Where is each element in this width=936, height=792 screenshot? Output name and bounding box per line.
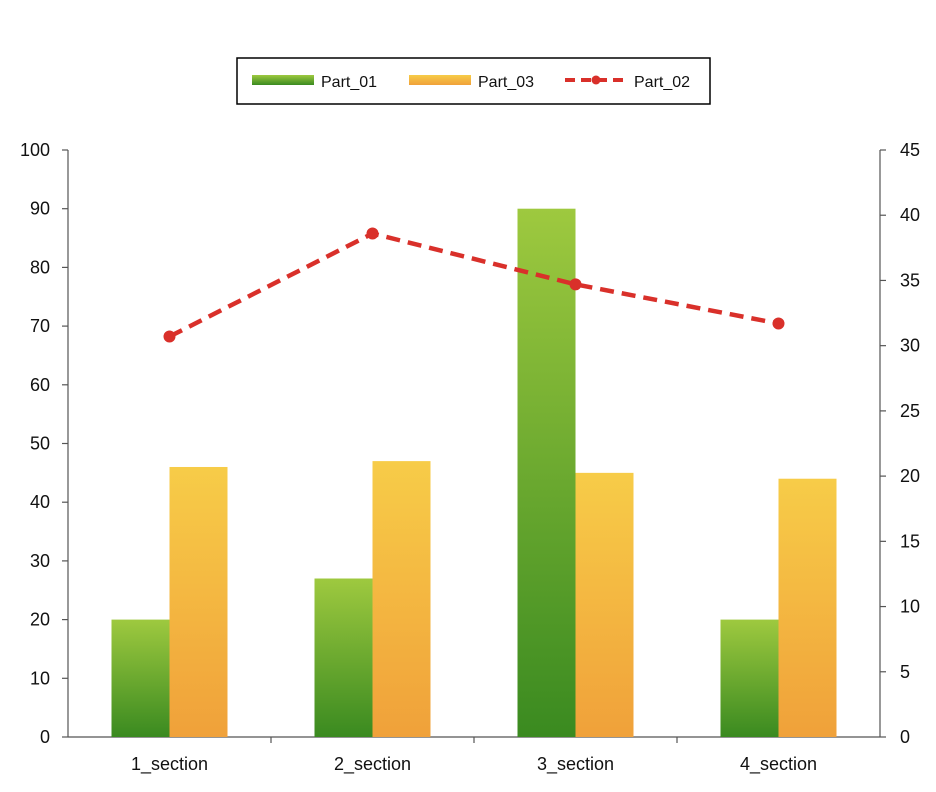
legend-marker-part-02	[591, 75, 601, 85]
left-tick-label: 0	[40, 727, 50, 747]
bar-part-01-1-section	[111, 619, 170, 737]
right-tick-label: 5	[900, 662, 910, 682]
legend-label-part-01: Part_01	[321, 74, 377, 91]
left-tick-label: 20	[30, 610, 50, 630]
line-part-02	[168, 231, 779, 339]
right-tick-label: 25	[900, 401, 920, 421]
line-series	[163, 227, 785, 343]
left-tick-label: 40	[30, 492, 50, 512]
category-label: 2_section	[334, 754, 411, 775]
legend-box	[236, 57, 711, 105]
right-tick-label: 40	[900, 205, 920, 225]
right-tick-label: 10	[900, 597, 920, 617]
line-point-part-02	[366, 227, 379, 240]
left-tick-label: 80	[30, 257, 50, 277]
line-point-part-02	[569, 278, 582, 291]
category-label: 1_section	[131, 754, 208, 775]
bar-part-01-2-section	[314, 578, 373, 737]
right-tick-label: 45	[900, 140, 920, 160]
x-axis-ticks	[270, 737, 678, 743]
left-tick-label: 90	[30, 199, 50, 219]
category-label: 4_section	[740, 754, 817, 775]
bar-part-01-4-section	[720, 619, 779, 737]
category-label: 3_section	[537, 754, 614, 775]
line-point-part-02	[163, 330, 176, 343]
legend-label-part-03: Part_03	[478, 74, 534, 91]
legend-swatch-part-01	[252, 75, 314, 85]
left-tick-label: 30	[30, 551, 50, 571]
bar-part-03-1-section	[169, 466, 228, 737]
line-point-part-02	[772, 317, 785, 330]
right-tick-label: 35	[900, 270, 920, 290]
left-tick-label: 60	[30, 375, 50, 395]
bar-part-01-3-section	[517, 208, 576, 737]
right-tick-label: 0	[900, 727, 910, 747]
left-tick-label: 10	[30, 668, 50, 688]
bar-series	[111, 208, 837, 737]
bar-part-03-3-section	[575, 472, 634, 737]
right-tick-label: 20	[900, 466, 920, 486]
bar-part-03-4-section	[778, 478, 837, 737]
right-tick-label: 30	[900, 336, 920, 356]
legend-label-part-02: Part_02	[634, 74, 690, 91]
right-axis-ticks: 0 5 10 15 20 25 30 35 40 45	[880, 140, 920, 747]
right-tick-label: 15	[900, 531, 920, 551]
left-axis-ticks: 0 10 20 30 40 50 60 70 80 90 100	[20, 140, 68, 747]
legend-swatch-part-03	[409, 75, 471, 85]
left-tick-label: 70	[30, 316, 50, 336]
left-tick-label: 50	[30, 434, 50, 454]
category-labels: 1_section 2_section 3_section 4_section	[131, 754, 817, 775]
legend: Part_01 Part_03 Part_02	[236, 57, 711, 105]
left-tick-label: 100	[20, 140, 50, 160]
bar-part-03-2-section	[372, 461, 431, 737]
